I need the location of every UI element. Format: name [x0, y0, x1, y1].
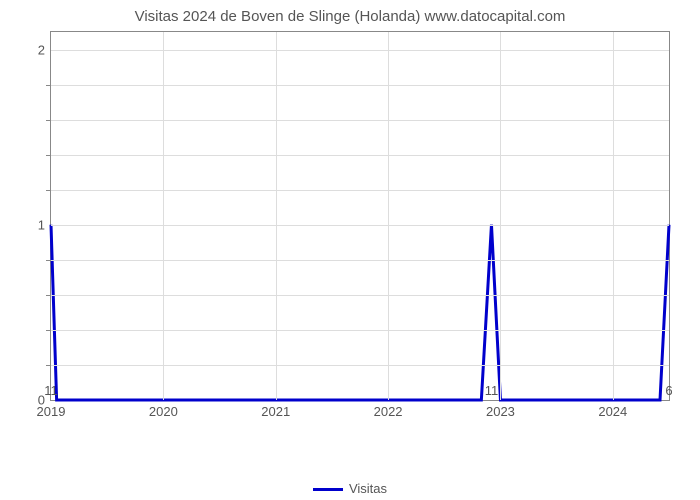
y-tick-label: 1	[38, 217, 51, 232]
gridline-v	[500, 32, 501, 400]
gridline-h-minor	[51, 85, 669, 86]
x-tick-label: 2021	[261, 400, 290, 419]
gridline-v	[388, 32, 389, 400]
legend-swatch	[313, 488, 343, 491]
plot-wrap: 01220192020202120222023202411116	[50, 31, 670, 431]
x-tick-label: 2020	[149, 400, 178, 419]
gridline-v	[163, 32, 164, 400]
gridline-h-minor	[51, 295, 669, 296]
gridline-h-minor	[51, 260, 669, 261]
y-tick-label: 2	[38, 42, 51, 57]
gridline-h-minor	[51, 190, 669, 191]
chart-title: Visitas 2024 de Boven de Slinge (Holanda…	[20, 8, 680, 25]
chart-container: Visitas 2024 de Boven de Slinge (Holanda…	[20, 8, 680, 470]
x-tick-label: 2023	[486, 400, 515, 419]
gridline-v	[276, 32, 277, 400]
x-tick-label: 2022	[374, 400, 403, 419]
legend: Visitas	[0, 481, 700, 496]
gridline-v	[613, 32, 614, 400]
legend-label: Visitas	[349, 481, 387, 496]
line-series	[51, 32, 669, 400]
gridline-h	[51, 50, 669, 51]
plot-area: 01220192020202120222023202411116	[50, 31, 670, 401]
gridline-h-minor	[51, 330, 669, 331]
gridline-h-minor	[51, 155, 669, 156]
data-point-label: 6	[665, 383, 672, 398]
gridline-h	[51, 225, 669, 226]
data-point-label: 11	[485, 383, 499, 398]
gridline-h-minor	[51, 365, 669, 366]
x-tick-label: 2019	[37, 400, 66, 419]
data-point-label: 11	[44, 383, 58, 398]
gridline-h-minor	[51, 120, 669, 121]
x-tick-label: 2024	[598, 400, 627, 419]
